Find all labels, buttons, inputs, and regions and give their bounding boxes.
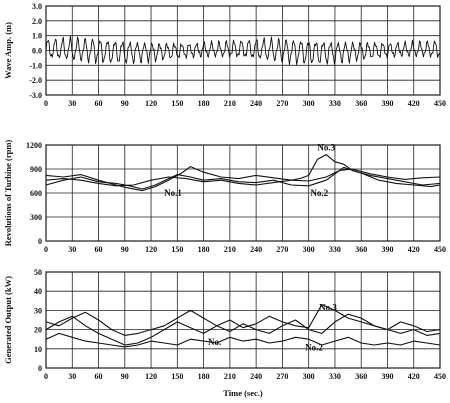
turbine-x-tick-label: 0 xyxy=(44,245,48,254)
wave-x-tick-label: 360 xyxy=(355,99,367,108)
wave-x-tick-label: 180 xyxy=(198,99,210,108)
output-x-tick-label: 150 xyxy=(171,372,183,381)
turbine-x-tick-label: 90 xyxy=(121,245,129,254)
output-y-tick-label: 10 xyxy=(34,345,42,354)
output-x-tick-label: 270 xyxy=(276,372,288,381)
wave-series xyxy=(45,35,441,66)
output-x-tick-label: 330 xyxy=(329,372,341,381)
turbine-x-tick-label: 360 xyxy=(355,245,367,254)
output-annotation-no: No. xyxy=(208,337,221,347)
wave-y-tick-label: 1.0 xyxy=(32,32,42,41)
wave-x-tick-label: 420 xyxy=(408,99,420,108)
output-x-tick-label: 360 xyxy=(355,372,367,381)
wave-x-tick-label: 450 xyxy=(434,99,446,108)
wave-y-tick-label: -3.0 xyxy=(29,91,42,100)
output-grid xyxy=(45,271,441,369)
output-x-ticks: 0 30 60 90 120 150 180 210 240 270 300 330 360 390 420… xyxy=(44,372,446,381)
output-annotation-no2: No.2 xyxy=(305,343,323,353)
wave-x-tick-label: 300 xyxy=(303,99,315,108)
wave-y-axis-label: Wave Amp. (m) xyxy=(3,22,13,79)
output-annotation-no3: No.3 xyxy=(319,302,337,312)
wave-panel: 3.0 2.0 1.0 0.0 -1.0 -2.0 -3.0 0 30 60 90 120 150 18… xyxy=(3,2,446,108)
output-x-tick-label: 0 xyxy=(44,372,48,381)
turbine-series-line-no2 xyxy=(45,166,441,190)
turbine-x-tick-label: 150 xyxy=(171,245,183,254)
turbine-y-axis-label: Revolutions of Turbine (rpm) xyxy=(3,140,13,247)
turbine-series-line-no3 xyxy=(45,154,441,187)
turbine-y-tick-label: 900 xyxy=(30,165,42,174)
wave-x-tick-label: 0 xyxy=(44,99,48,108)
wave-y-tick-label: 0.0 xyxy=(32,47,42,56)
turbine-series xyxy=(45,154,441,192)
turbine-x-tick-label: 330 xyxy=(329,245,341,254)
turbine-x-tick-label: 300 xyxy=(303,245,315,254)
wave-x-tick-label: 270 xyxy=(276,99,288,108)
wave-x-tick-label: 330 xyxy=(329,99,341,108)
output-x-tick-label: 450 xyxy=(434,372,446,381)
output-series xyxy=(45,304,441,348)
turbine-x-ticks: 0 30 60 90 120 150 180 210 240 270 300 330 360 390 420… xyxy=(44,245,446,254)
output-y-tick-label: 40 xyxy=(34,287,42,296)
output-y-tick-label: 30 xyxy=(34,306,42,315)
output-x-tick-label: 120 xyxy=(145,372,157,381)
wave-x-ticks: 0 30 60 90 120 150 180 210 240 270 300 330 360 390 420… xyxy=(44,99,446,108)
output-y-ticks: 50 40 30 20 10 0 xyxy=(34,268,42,373)
output-series-line-no3 xyxy=(45,304,441,336)
wave-x-tick-label: 240 xyxy=(250,99,262,108)
wave-x-tick-label: 30 xyxy=(68,99,76,108)
output-x-tick-label: 210 xyxy=(224,372,236,381)
output-x-tick-label: 240 xyxy=(250,372,262,381)
output-x-tick-label: 180 xyxy=(198,372,210,381)
turbine-x-tick-label: 180 xyxy=(198,245,210,254)
output-x-tick-label: 30 xyxy=(68,372,76,381)
turbine-grid xyxy=(45,144,441,242)
turbine-x-tick-label: 420 xyxy=(408,245,420,254)
wave-x-tick-label: 150 xyxy=(171,99,183,108)
turbine-panel: 1200 900 600 300 0 0 30 60 90 120 150 180 210 240 270… xyxy=(3,140,446,254)
output-series-line-no2 xyxy=(45,332,441,348)
turbine-x-tick-label: 120 xyxy=(145,245,157,254)
wave-x-tick-label: 90 xyxy=(121,99,129,108)
wave-x-tick-label: 210 xyxy=(224,99,236,108)
output-x-tick-label: 300 xyxy=(303,372,315,381)
turbine-x-tick-label: 210 xyxy=(224,245,236,254)
turbine-x-tick-label: 450 xyxy=(434,245,446,254)
output-plot-frame xyxy=(45,271,441,369)
turbine-series-line-no1 xyxy=(45,166,441,192)
turbine-x-tick-label: 30 xyxy=(68,245,76,254)
turbine-annotation-no2: No.2 xyxy=(310,188,328,198)
turbine-y-tick-label: 300 xyxy=(30,213,42,222)
output-x-tick-label: 420 xyxy=(408,372,420,381)
turbine-y-tick-label: 1200 xyxy=(26,141,42,150)
wave-x-tick-label: 60 xyxy=(95,99,103,108)
output-y-tick-label: 50 xyxy=(34,268,42,277)
turbine-x-tick-label: 240 xyxy=(250,245,262,254)
output-panel: 50 40 30 20 10 0 0 30 60 90 120 150 180 210 240 270 300… xyxy=(3,268,446,381)
turbine-annotation-no3: No.3 xyxy=(317,143,335,153)
turbine-y-tick-label: 0 xyxy=(38,237,42,246)
output-y-tick-label: 0 xyxy=(38,364,42,373)
wave-y-tick-label: -2.0 xyxy=(29,76,42,85)
output-y-tick-label: 20 xyxy=(34,326,42,335)
output-x-tick-label: 60 xyxy=(95,372,103,381)
turbine-x-tick-label: 270 xyxy=(276,245,288,254)
turbine-y-ticks: 1200 900 600 300 0 xyxy=(26,141,42,246)
wave-y-tick-label: 2.0 xyxy=(32,17,42,26)
wave-grid xyxy=(45,5,441,96)
wave-y-tick-label: 3.0 xyxy=(32,2,42,11)
wave-x-tick-label: 390 xyxy=(381,99,393,108)
x-axis-label: Time (sec.) xyxy=(223,388,263,398)
wave-y-ticks: 3.0 2.0 1.0 0.0 -1.0 -2.0 -3.0 xyxy=(29,2,42,100)
output-x-tick-label: 390 xyxy=(381,372,393,381)
wave-x-tick-label: 120 xyxy=(145,99,157,108)
output-y-axis-label: Generated Output (kW) xyxy=(3,276,13,364)
wave-y-tick-label: -1.0 xyxy=(29,61,42,70)
turbine-x-tick-label: 60 xyxy=(95,245,103,254)
turbine-x-tick-label: 390 xyxy=(381,245,393,254)
turbine-y-tick-label: 600 xyxy=(30,189,42,198)
wave-series-line xyxy=(45,35,441,66)
output-x-tick-label: 90 xyxy=(121,372,129,381)
turbine-annotation-no1: No.1 xyxy=(164,188,182,198)
